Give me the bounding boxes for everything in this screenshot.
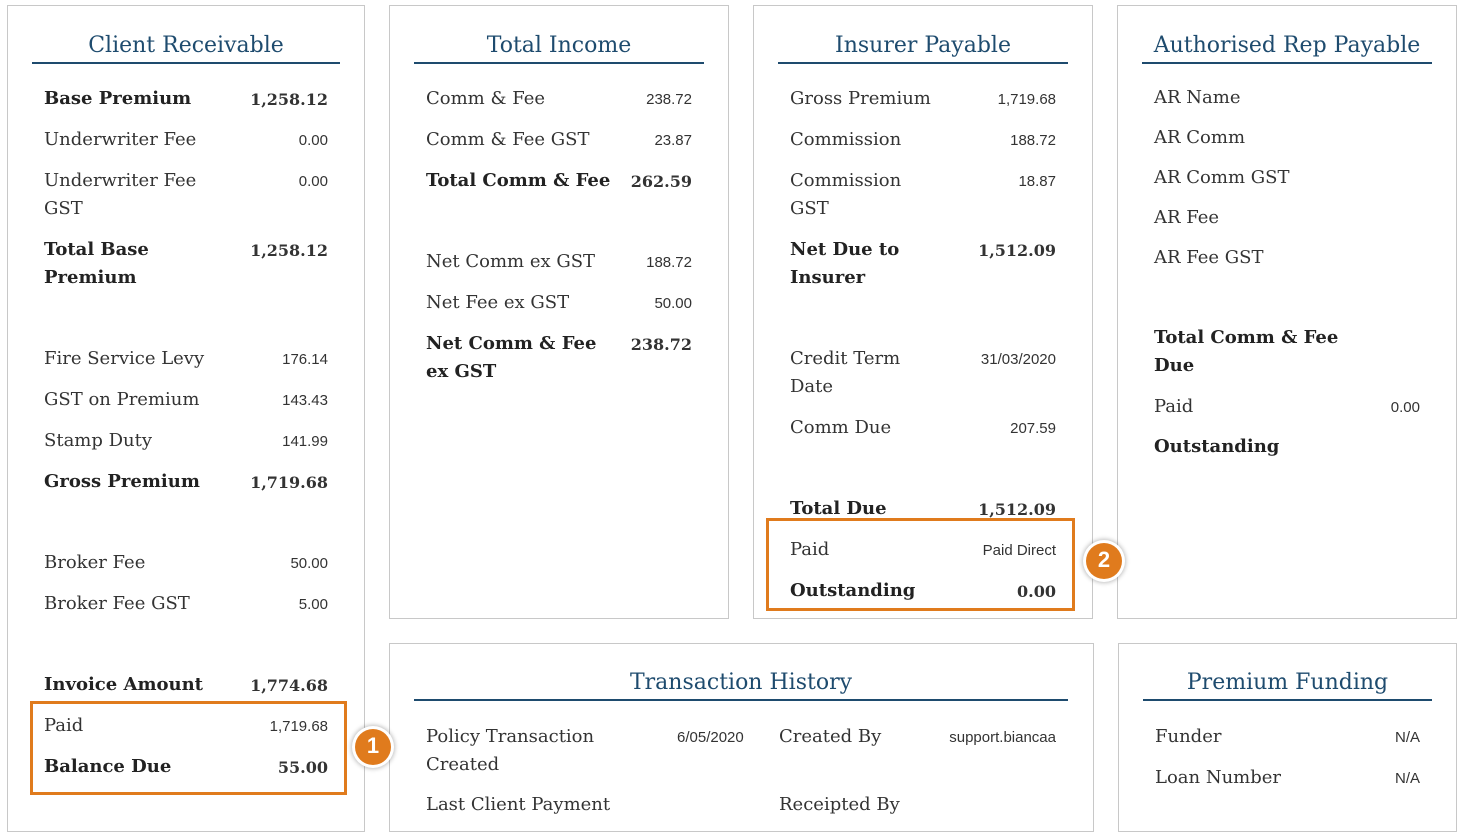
commission-label: Commission [790, 129, 902, 150]
callout-badge-2: 2 [1086, 543, 1122, 579]
credit-term-date-label: Credit Term Date [790, 348, 901, 397]
ar-name-label: AR Name [1154, 87, 1241, 108]
total-base-premium-value: 1,258.12 [250, 241, 328, 260]
premium-funding-panel: Premium Funding Funder N/A Loan Number N… [1118, 643, 1457, 832]
last-client-payment-label: Last Client Payment [426, 794, 611, 815]
net-due-to-insurer-value: 1,512.09 [978, 241, 1056, 260]
commission-gst-label: Commission GST [790, 170, 902, 219]
total-income-panel: Total Income Comm & Fee 238.72 Comm & Fe… [389, 5, 729, 619]
net-fee-ex-gst-value: 50.00 [654, 295, 692, 312]
net-comm-ex-gst-label: Net Comm ex GST [426, 251, 596, 272]
balance-due-label: Balance Due [44, 756, 172, 777]
receipted-by-label: Receipted By [779, 794, 900, 815]
broker-fee-gst-value: 5.00 [298, 596, 328, 613]
funder-label: Funder [1155, 726, 1222, 747]
total-comm-fee-value: 262.59 [630, 172, 692, 191]
net-comm-fee-ex-gst-label: Net Comm & Fee ex GST [426, 333, 597, 382]
broker-fee-gst-label: Broker Fee GST [44, 593, 190, 614]
client-receivable-panel: Client Receivable Base Premium 1,258.12 … [7, 5, 365, 832]
total-base-premium-label: Total Base Premium [44, 239, 149, 288]
net-fee-ex-gst-label: Net Fee ex GST [426, 292, 570, 313]
fire-service-levy-label: Fire Service Levy [44, 348, 205, 369]
comm-fee-value: 238.72 [646, 91, 692, 108]
ar-outstanding-label: Outstanding [1154, 436, 1280, 457]
underwriter-fee-label: Underwriter Fee [44, 129, 197, 150]
comm-fee-gst-value: 23.87 [654, 132, 692, 149]
insurer-outstanding-label: Outstanding [790, 580, 916, 601]
transaction-history-title: Transaction History [414, 670, 1068, 701]
ar-fee-label: AR Fee [1154, 207, 1220, 228]
comm-due-label: Comm Due [790, 417, 892, 438]
commission-value: 188.72 [1010, 132, 1056, 149]
gross-premium-label: Gross Premium [44, 471, 200, 492]
ar-comm-gst-label: AR Comm GST [1154, 167, 1290, 188]
comm-fee-gst-label: Comm & Fee GST [426, 129, 590, 150]
base-premium-label: Base Premium [44, 88, 192, 109]
insurer-gross-premium-value: 1,719.68 [997, 91, 1056, 108]
gst-on-premium-value: 143.43 [282, 392, 328, 409]
insurer-paid-highlight-box [766, 518, 1075, 611]
ar-paid-label: Paid [1154, 396, 1194, 417]
fire-service-levy-value: 176.14 [282, 351, 328, 368]
broker-fee-label: Broker Fee [44, 552, 146, 573]
gst-on-premium-label: GST on Premium [44, 389, 200, 410]
ar-fee-gst-label: AR Fee GST [1154, 247, 1264, 268]
created-by-value: support.biancaa [949, 729, 1056, 746]
underwriter-fee-gst-value: 0.00 [298, 173, 328, 190]
policy-transaction-created-value: 6/05/2020 [677, 729, 744, 746]
premium-funding-title: Premium Funding [1143, 670, 1432, 701]
insurer-gross-premium-label: Gross Premium [790, 88, 931, 109]
base-premium-value: 1,258.12 [250, 90, 328, 109]
underwriter-fee-gst-label: Underwriter Fee GST [44, 170, 197, 219]
insurer-payable-panel: Insurer Payable Gross Premium 1,719.68 C… [753, 5, 1093, 619]
ar-comm-label: AR Comm [1154, 127, 1246, 148]
loan-number-value: N/A [1394, 770, 1420, 787]
paid-value: 1,719.68 [269, 718, 328, 735]
policy-transaction-created-label: Policy Transaction Created [426, 726, 595, 775]
balance-highlight-box [30, 701, 347, 795]
insurer-paid-label: Paid [790, 539, 830, 560]
credit-term-date-value: 31/03/2020 [980, 351, 1056, 368]
total-income-title: Total Income [414, 33, 704, 64]
commission-gst-value: 18.87 [1018, 173, 1056, 190]
total-due-value: 1,512.09 [978, 500, 1056, 519]
ar-payable-panel: Authorised Rep Payable AR Name AR Comm A… [1117, 5, 1457, 619]
invoice-amount-value: 1,774.68 [250, 676, 328, 695]
funder-value: N/A [1394, 729, 1420, 746]
balance-due-value: 55.00 [277, 758, 328, 777]
net-comm-ex-gst-value: 188.72 [646, 254, 692, 271]
net-due-to-insurer-label: Net Due to Insurer [790, 239, 900, 288]
insurer-payable-title: Insurer Payable [778, 33, 1068, 64]
stamp-duty-label: Stamp Duty [44, 430, 153, 451]
broker-fee-value: 50.00 [290, 555, 328, 572]
loan-number-label: Loan Number [1155, 767, 1282, 788]
ar-paid-value: 0.00 [1390, 399, 1420, 416]
invoice-amount-label: Invoice Amount [44, 674, 203, 695]
created-by-label: Created By [779, 726, 882, 747]
client-receivable-title: Client Receivable [32, 33, 340, 64]
comm-fee-label: Comm & Fee [426, 88, 546, 109]
net-comm-fee-ex-gst-value: 238.72 [630, 335, 692, 354]
total-comm-fee-label: Total Comm & Fee [426, 170, 611, 191]
gross-premium-value: 1,719.68 [250, 473, 328, 492]
insurer-outstanding-value: 0.00 [1017, 582, 1056, 601]
underwriter-fee-value: 0.00 [298, 132, 328, 149]
comm-due-value: 207.59 [1010, 420, 1056, 437]
ar-payable-title: Authorised Rep Payable [1142, 33, 1432, 64]
ar-total-comm-fee-due-label: Total Comm & Fee Due [1154, 327, 1339, 376]
callout-badge-1: 1 [355, 729, 391, 765]
paid-label: Paid [44, 715, 84, 736]
total-due-label: Total Due [790, 498, 887, 519]
insurer-paid-value: Paid Direct [982, 542, 1056, 559]
transaction-history-panel: Transaction History Policy Transaction C… [389, 643, 1094, 832]
stamp-duty-value: 141.99 [282, 433, 328, 450]
